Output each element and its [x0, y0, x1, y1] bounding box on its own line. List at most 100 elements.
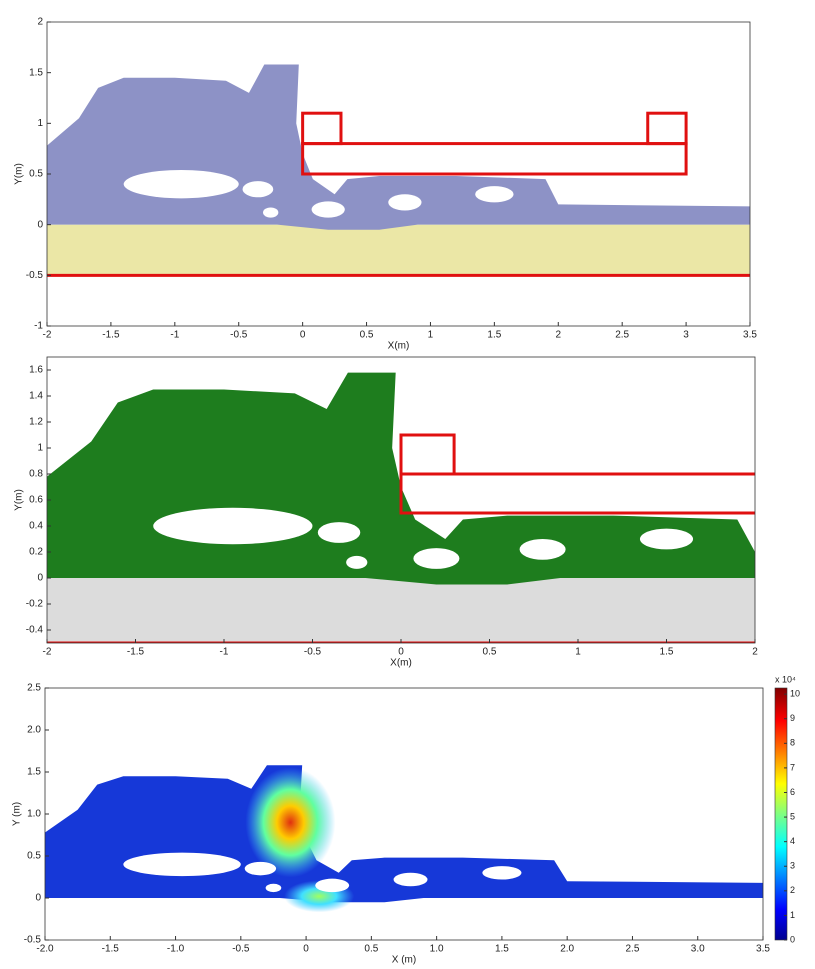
x-axis-label: X(m) [390, 658, 412, 669]
panel: -2 -1.5 -1 -0.5 0 0.5 1 1.5 2 2.5 3 3.5 -1 -0.5 0 0.5 1 1… [14, 17, 758, 352]
x-axis-label: X (m) [392, 955, 416, 966]
x-tick-label: 0 [303, 944, 309, 955]
y-tick-label: 1 [37, 118, 43, 129]
y-tick-label: -0.5 [24, 935, 42, 946]
x-tick-label: 2.0 [560, 944, 574, 955]
y-tick-label: 2 [37, 17, 43, 28]
air-pocket [123, 169, 239, 199]
x-tick-label: 1 [428, 330, 434, 341]
air-pocket [123, 852, 241, 877]
colorbar-tick-label: 0 [790, 934, 795, 944]
air-pocket [413, 548, 460, 569]
y-tick-label: 0.5 [29, 169, 43, 180]
x-tick-label: 0.5 [364, 944, 378, 955]
x-tick-label: 2 [555, 330, 561, 341]
y-tick-label: -0.2 [26, 599, 44, 610]
x-tick-label: 1.5 [660, 647, 674, 658]
colorbar-tick-label: 9 [790, 713, 795, 723]
x-tick-label: -2 [43, 647, 52, 658]
x-tick-label: 2.5 [615, 330, 629, 341]
y-tick-label: 0.4 [29, 521, 43, 532]
colorbar-tick-label: 8 [790, 738, 795, 748]
colorbar-tick-label: 1 [790, 910, 795, 920]
y-tick-label: 0 [37, 219, 43, 230]
x-tick-label: -1 [220, 647, 229, 658]
structure [301, 142, 688, 176]
air-pocket [482, 866, 522, 880]
x-tick-label: 0.5 [483, 647, 497, 658]
x-tick-label: 0.5 [360, 330, 374, 341]
air-pocket [388, 194, 422, 211]
x-tick-label: -1.5 [102, 330, 120, 341]
y-tick-label: 0.5 [27, 851, 41, 862]
colorbar-tick-label: 3 [790, 861, 795, 871]
air-pocket [315, 878, 350, 893]
x-tick-label: 1 [575, 647, 581, 658]
x-tick-label: 1.0 [430, 944, 444, 955]
colorbar-tick-label: 4 [790, 836, 795, 846]
structure [646, 111, 688, 146]
y-tick-label: 0.6 [29, 495, 43, 506]
air-pocket [393, 872, 428, 887]
air-pocket [519, 539, 566, 560]
air-pocket [153, 507, 313, 545]
y-tick-label: 2.5 [27, 683, 41, 694]
structure [399, 433, 456, 476]
y-tick-label: 1.5 [29, 67, 43, 78]
x-tick-label: -0.5 [230, 330, 248, 341]
y-tick-label: 2.0 [27, 725, 41, 736]
x-tick-label: -2 [43, 330, 52, 341]
sediment-bed [47, 224, 750, 276]
air-pocket [317, 522, 361, 543]
colorbar-tick-label: 6 [790, 787, 795, 797]
x-tick-label: 3.5 [743, 330, 757, 341]
y-tick-label: -0.5 [26, 270, 44, 281]
air-pocket [346, 555, 368, 569]
x-tick-label: 1.5 [487, 330, 501, 341]
x-tick-label: 0 [398, 647, 404, 658]
colorbar-multiplier: x 10⁴ [775, 674, 796, 684]
colorbar [774, 687, 788, 941]
pressure-peak [245, 767, 336, 878]
air-pocket [242, 181, 274, 198]
x-tick-label: -1 [170, 330, 179, 341]
x-tick-label: 0 [300, 330, 306, 341]
x-tick-label: 3.0 [691, 944, 705, 955]
plot-area [47, 64, 750, 277]
colorbar-tick-label: 7 [790, 762, 795, 772]
y-tick-label: -0.4 [26, 625, 44, 636]
y-tick-label: -1 [34, 321, 43, 332]
y-tick-label: 0.2 [29, 547, 43, 558]
x-tick-label: 2 [752, 647, 758, 658]
panel: -2 -1.5 -1 -0.5 0 0.5 1 1.5 2 -0.4 -0.2 0 0.2 0.4 0.6 0… [14, 356, 758, 669]
x-tick-label: -1.0 [167, 944, 185, 955]
y-tick-label: 1 [37, 443, 43, 454]
y-tick-label: 1.5 [27, 767, 41, 778]
x-tick-label: -2.0 [36, 944, 54, 955]
x-tick-label: -0.5 [304, 647, 322, 658]
plot-area [47, 372, 755, 643]
y-axis-label: Y (m) [12, 802, 23, 826]
air-pocket [265, 883, 282, 893]
y-tick-label: 0 [37, 573, 43, 584]
x-tick-label: 2.5 [626, 944, 640, 955]
x-tick-label: -1.5 [127, 647, 145, 658]
air-pocket [244, 861, 277, 876]
x-tick-label: -0.5 [232, 944, 250, 955]
structure [399, 472, 755, 515]
y-tick-label: 0.8 [29, 469, 43, 480]
y-tick-label: 1.4 [29, 391, 43, 402]
colorbar-tick-label: 10 [790, 689, 800, 699]
y-tick-label: 0 [35, 893, 41, 904]
y-axis-label: Y(m) [14, 489, 25, 511]
x-tick-label: -1.5 [102, 944, 120, 955]
panel: -2.0 -1.5 -1.0 -0.5 0 0.5 1.0 1.5 2.0 2.5 3.0 3.5 -0… [12, 674, 800, 965]
colorbar-tick-label: 2 [790, 885, 795, 895]
air-pocket [311, 201, 345, 218]
y-axis-label: Y(m) [14, 163, 25, 185]
structure [301, 111, 343, 146]
y-tick-label: 1.2 [29, 417, 43, 428]
air-pocket [475, 186, 514, 203]
air-pocket [639, 528, 694, 550]
